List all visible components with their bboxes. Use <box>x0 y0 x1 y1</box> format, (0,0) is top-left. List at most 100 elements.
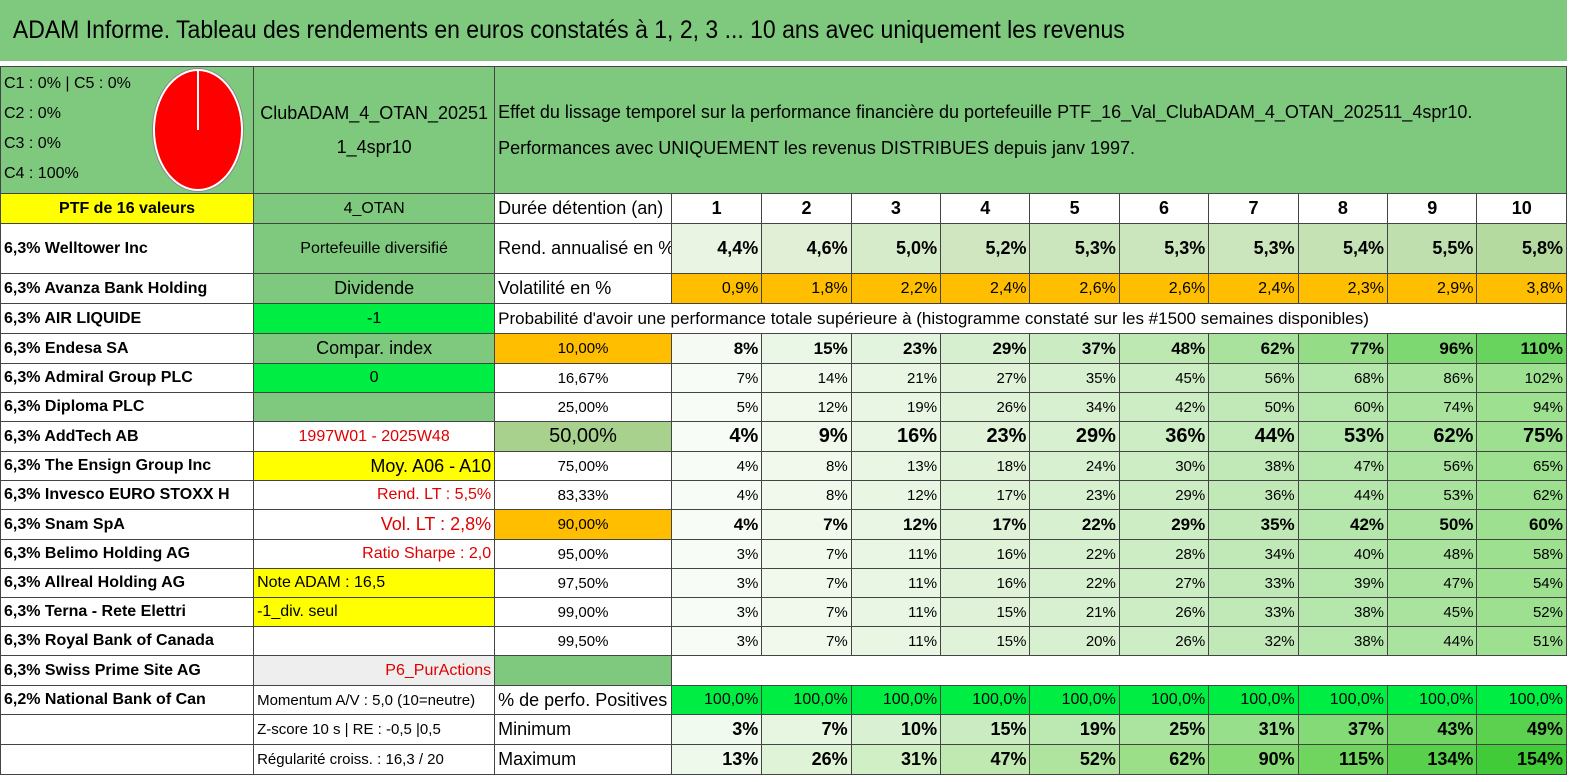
probability-cell: 7% <box>761 509 852 540</box>
holding-name: 6,3% Invesco EURO STOXX H <box>0 480 255 510</box>
positives-value: 100,0% <box>761 685 852 715</box>
holding-name: 6,3% Diploma PLC <box>0 392 255 422</box>
zero-value: 0 <box>253 363 496 393</box>
probability-cell: 42% <box>1118 392 1210 422</box>
year-header: 8 <box>1297 193 1389 224</box>
minimum-value: 19% <box>1029 714 1120 745</box>
holding-name: 6,2% National Bank of Can <box>0 685 255 715</box>
probability-cell: 16% <box>850 421 942 452</box>
probability-cell: 28% <box>1118 539 1210 569</box>
allocation-pie-chart <box>153 69 244 191</box>
probability-cell: 53% <box>1297 421 1389 452</box>
probability-cell: 68% <box>1297 363 1389 393</box>
empty-cell <box>0 714 255 745</box>
regularite-label: Régularité croiss. : 16,3 / 20 <box>253 744 496 775</box>
green-spacer <box>494 655 672 686</box>
probability-cell: 94% <box>1476 392 1567 422</box>
probability-cell: 11% <box>850 626 942 656</box>
probability-cell: 38% <box>1297 626 1389 656</box>
rend-value: 5,5% <box>1387 223 1478 274</box>
probability-cell: 26% <box>1118 626 1210 656</box>
sharpe-label: Ratio Sharpe : 2,0 <box>253 539 496 569</box>
vol-value: 2,3% <box>1297 273 1389 304</box>
year-header: 2 <box>761 193 852 224</box>
puractions-label: P6_PurActions <box>253 655 496 686</box>
probability-cell: 26% <box>940 392 1031 422</box>
title-bar <box>0 0 1567 61</box>
vol-value: 2,4% <box>940 273 1031 304</box>
div-seul-label: -1_div. seul <box>253 597 496 627</box>
note-adam-label: Note ADAM : 16,5 <box>253 568 496 598</box>
positives-value: 100,0% <box>1476 685 1567 715</box>
probability-cell: 56% <box>1387 451 1478 481</box>
probability-cell: 7% <box>761 597 852 627</box>
probability-cell: 54% <box>1476 568 1567 598</box>
holding-name: 6,3% The Ensign Group Inc <box>0 451 255 481</box>
pie-legend-item: C4 : 100% <box>4 165 79 182</box>
probability-cell: 22% <box>1029 568 1120 598</box>
header-row: C1 : 0% | C5 : 0% C2 : 0% C3 : 0% C4 : 1… <box>0 66 1567 194</box>
probability-cell: 7% <box>761 539 852 569</box>
probability-cell: 29% <box>1029 421 1120 452</box>
probability-cell: 18% <box>940 451 1031 481</box>
rend-value: 5,3% <box>1208 223 1299 274</box>
table-row: 6,3% Belimo Holding AG Ratio Sharpe : 2,0… <box>0 539 1567 569</box>
holding-name: 6,3% Endesa SA <box>0 333 255 364</box>
duration-label: Durée détention (an) <box>494 193 672 224</box>
probability-cell: 65% <box>1476 451 1567 481</box>
minimum-value: 15% <box>940 714 1031 745</box>
table-row: 6,3% The Ensign Group Inc Moy. A06 - A10 7… <box>0 451 1567 481</box>
holding-name: 6,3% Allreal Holding AG <box>0 568 255 598</box>
moy-label: Moy. A06 - A10 <box>253 451 496 481</box>
table-row: 6,3% Royal Bank of Canada 99,50% 3% 7% 11% 15… <box>0 626 1567 656</box>
probability-cell: 3% <box>670 568 763 598</box>
probability-cell: 20% <box>1029 626 1120 656</box>
pie-legend-item: C1 : 0% | C5 : 0% <box>4 75 131 92</box>
period-label: 1997W01 - 2025W48 <box>253 421 496 452</box>
probability-cell: 35% <box>1029 363 1120 393</box>
probability-cell: 23% <box>940 421 1031 452</box>
rend-value: 5,3% <box>1029 223 1120 274</box>
probability-cell: 3% <box>670 597 763 627</box>
probability-cell: 29% <box>940 333 1031 364</box>
positives-value: 100,0% <box>1029 685 1120 715</box>
probability-cell: 35% <box>1208 509 1299 540</box>
probability-cell: 22% <box>1029 539 1120 569</box>
probability-cell: 12% <box>850 480 942 510</box>
probability-cell: 16% <box>940 539 1031 569</box>
rend-value: 5,8% <box>1476 223 1567 274</box>
probability-cell: 4% <box>670 509 763 540</box>
probability-cell: 24% <box>1029 451 1120 481</box>
probability-cell: 110% <box>1476 333 1567 364</box>
probability-cell: 16% <box>940 568 1031 598</box>
minimum-value: 7% <box>761 714 852 745</box>
description-line: Performances avec UNIQUEMENT les revenus… <box>498 138 1136 158</box>
probability-cell: 17% <box>940 480 1031 510</box>
probability-cell: 11% <box>850 539 942 569</box>
probability-cell: 21% <box>850 363 942 393</box>
probability-cell: 4% <box>670 480 763 510</box>
rend-value: 5,2% <box>940 223 1031 274</box>
empty-cell <box>671 656 1566 686</box>
holding-name: 6,3% Welltower Inc <box>0 223 255 274</box>
page-title: ADAM Informe. Tableau des rendements en … <box>12 16 1125 44</box>
probability-cell: 52% <box>1476 597 1567 627</box>
probability-cell: 62% <box>1476 480 1567 510</box>
maximum-value: 115% <box>1297 744 1389 775</box>
vol-value: 2,9% <box>1387 273 1478 304</box>
probability-value: 90,00% <box>494 509 672 540</box>
year-header: 1 <box>670 193 763 224</box>
probability-cell: 47% <box>1387 568 1478 598</box>
probability-cell: 62% <box>1208 333 1299 364</box>
year-header: 5 <box>1029 193 1120 224</box>
probability-cell: 62% <box>1387 421 1478 452</box>
probability-cell: 4% <box>670 451 763 481</box>
probability-value: 16,67% <box>494 363 672 393</box>
probability-cell: 40% <box>1297 539 1389 569</box>
probability-cell: 38% <box>1297 597 1389 627</box>
table-row: 6,3% Allreal Holding AG Note ADAM : 16,5 9… <box>0 568 1567 598</box>
probability-cell: 11% <box>850 597 942 627</box>
probability-cell: 15% <box>940 597 1031 627</box>
empty-cell <box>1476 303 1567 334</box>
holding-name: 6,3% Swiss Prime Site AG <box>0 655 255 686</box>
